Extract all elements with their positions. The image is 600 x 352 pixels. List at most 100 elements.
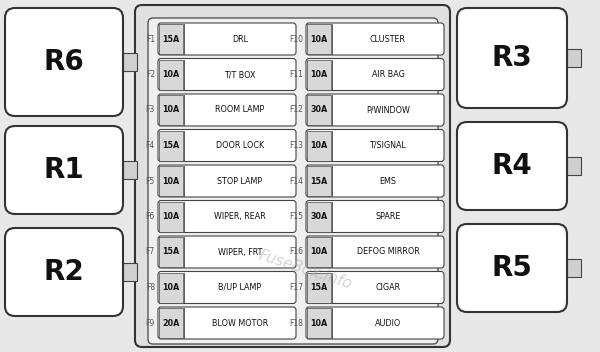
FancyBboxPatch shape [306, 201, 444, 233]
Text: F13: F13 [289, 141, 303, 150]
Bar [307, 237, 331, 267]
Text: F16: F16 [289, 247, 303, 257]
Text: P/WINDOW: P/WINDOW [366, 106, 410, 114]
Text: F8: F8 [146, 283, 155, 292]
Text: F6: F6 [146, 212, 155, 221]
Bar [159, 24, 183, 54]
Bar [307, 308, 331, 338]
FancyBboxPatch shape [158, 236, 296, 268]
Bar [123, 161, 137, 179]
FancyBboxPatch shape [306, 165, 444, 197]
Text: WIPER, FRT: WIPER, FRT [218, 247, 262, 257]
Bar [307, 201, 331, 232]
Text: 15A: 15A [310, 283, 328, 292]
Text: SPARE: SPARE [376, 212, 401, 221]
Text: T/SIGNAL: T/SIGNAL [370, 141, 406, 150]
Text: F7: F7 [146, 247, 155, 257]
FancyBboxPatch shape [306, 23, 444, 55]
Bar [567, 157, 581, 175]
Text: F10: F10 [289, 34, 303, 44]
Bar [159, 272, 183, 302]
Text: F14: F14 [289, 176, 303, 186]
Text: F3: F3 [146, 106, 155, 114]
Text: F12: F12 [289, 106, 303, 114]
FancyBboxPatch shape [158, 130, 296, 162]
FancyBboxPatch shape [457, 224, 567, 312]
FancyBboxPatch shape [158, 201, 296, 233]
Bar [159, 308, 183, 338]
Text: DOOR LOCK: DOOR LOCK [216, 141, 264, 150]
Text: 15A: 15A [310, 176, 328, 186]
Text: ROOM LAMP: ROOM LAMP [215, 106, 265, 114]
FancyBboxPatch shape [306, 94, 444, 126]
Text: 10A: 10A [163, 283, 179, 292]
Bar [159, 131, 183, 161]
Text: 10A: 10A [310, 141, 328, 150]
FancyBboxPatch shape [306, 58, 444, 90]
FancyBboxPatch shape [158, 23, 296, 55]
Text: R4: R4 [491, 152, 532, 180]
Text: F2: F2 [146, 70, 155, 79]
Text: 30A: 30A [310, 106, 328, 114]
Text: 10A: 10A [310, 70, 328, 79]
Text: CLUSTER: CLUSTER [370, 34, 406, 44]
Text: 15A: 15A [163, 34, 179, 44]
FancyBboxPatch shape [5, 8, 123, 116]
Bar [567, 49, 581, 67]
FancyBboxPatch shape [457, 8, 567, 108]
Text: R1: R1 [44, 156, 85, 184]
Bar [123, 263, 137, 281]
Bar [159, 201, 183, 232]
Text: 10A: 10A [310, 34, 328, 44]
Bar [307, 131, 331, 161]
FancyBboxPatch shape [148, 18, 438, 344]
FancyBboxPatch shape [158, 58, 296, 90]
Text: 10A: 10A [163, 106, 179, 114]
FancyBboxPatch shape [158, 165, 296, 197]
Text: AUDIO: AUDIO [375, 319, 401, 327]
Text: F15: F15 [289, 212, 303, 221]
Bar [159, 59, 183, 89]
Bar [307, 272, 331, 302]
Text: 15A: 15A [163, 141, 179, 150]
Text: 30A: 30A [310, 212, 328, 221]
Bar [567, 259, 581, 277]
Text: F4: F4 [146, 141, 155, 150]
Text: F11: F11 [289, 70, 303, 79]
Text: AIR BAG: AIR BAG [371, 70, 404, 79]
FancyBboxPatch shape [306, 307, 444, 339]
FancyBboxPatch shape [306, 130, 444, 162]
Text: EMS: EMS [380, 176, 397, 186]
Text: 10A: 10A [163, 212, 179, 221]
FancyBboxPatch shape [457, 122, 567, 210]
Text: 10A: 10A [310, 319, 328, 327]
Bar [307, 59, 331, 89]
Text: F5: F5 [146, 176, 155, 186]
Text: STOP LAMP: STOP LAMP [217, 176, 263, 186]
FancyBboxPatch shape [5, 228, 123, 316]
Text: F18: F18 [289, 319, 303, 327]
Text: T/T BOX: T/T BOX [224, 70, 256, 79]
Bar [307, 166, 331, 196]
Text: 10A: 10A [163, 176, 179, 186]
FancyBboxPatch shape [5, 126, 123, 214]
Text: F9: F9 [146, 319, 155, 327]
Text: R2: R2 [44, 258, 85, 286]
Bar [307, 95, 331, 125]
Bar [159, 95, 183, 125]
FancyBboxPatch shape [158, 271, 296, 303]
Text: 10A: 10A [310, 247, 328, 257]
FancyBboxPatch shape [158, 307, 296, 339]
Bar [159, 237, 183, 267]
Text: 20A: 20A [163, 319, 179, 327]
Text: B/UP LAMP: B/UP LAMP [218, 283, 262, 292]
Text: CIGAR: CIGAR [376, 283, 401, 292]
Text: R3: R3 [491, 44, 532, 72]
Bar [123, 53, 137, 71]
FancyBboxPatch shape [306, 271, 444, 303]
Bar [307, 24, 331, 54]
Text: WIPER, REAR: WIPER, REAR [214, 212, 266, 221]
Text: R5: R5 [491, 254, 532, 282]
Text: FuseBox.info: FuseBox.info [256, 248, 353, 292]
Text: F17: F17 [289, 283, 303, 292]
